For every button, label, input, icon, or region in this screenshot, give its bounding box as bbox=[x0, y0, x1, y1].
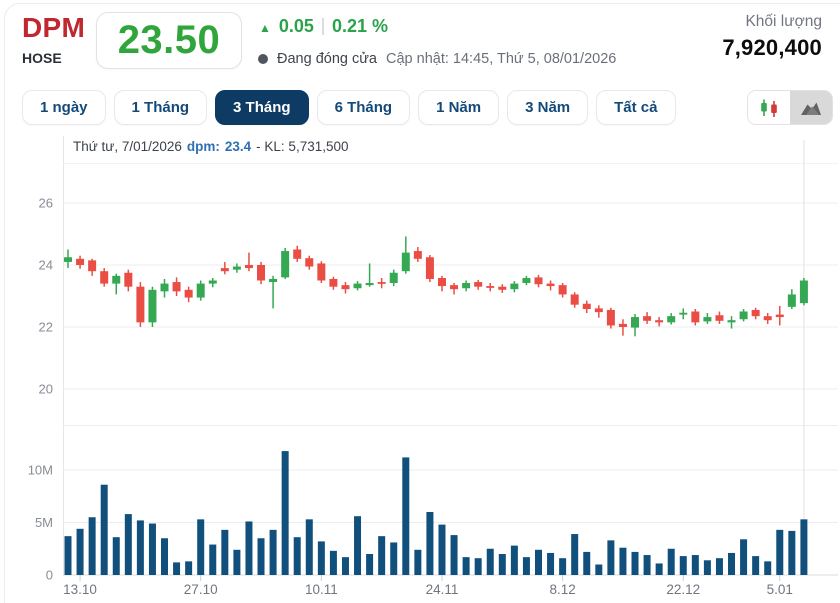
range-button-1y[interactable]: 1 Năm bbox=[418, 90, 500, 125]
svg-text:22: 22 bbox=[39, 320, 53, 335]
up-arrow-icon: ▲ bbox=[259, 20, 271, 35]
change-divider bbox=[321, 18, 324, 35]
svg-text:5M: 5M bbox=[35, 515, 53, 530]
tooltip-volume: - KL: 5,731,500 bbox=[256, 139, 349, 154]
change-value: 0.05 bbox=[278, 16, 314, 36]
tooltip-price: 23.4 bbox=[224, 139, 252, 154]
svg-text:10M: 10M bbox=[28, 463, 53, 478]
range-button-1m[interactable]: 1 Tháng bbox=[113, 90, 208, 125]
svg-text:0: 0 bbox=[46, 568, 53, 583]
status-dot-icon bbox=[258, 54, 268, 64]
candlesticks bbox=[64, 236, 808, 337]
svg-text:20: 20 bbox=[39, 382, 53, 397]
area-chart-icon bbox=[801, 102, 821, 115]
svg-text:8.12: 8.12 bbox=[549, 582, 575, 597]
svg-text:22.12: 22.12 bbox=[666, 582, 700, 597]
candlestick-toggle-button[interactable] bbox=[748, 91, 790, 124]
svg-text:26: 26 bbox=[39, 196, 53, 211]
tooltip-date: Thứ tư, 7/01/2026 bbox=[73, 139, 182, 154]
change-percent: 0.21 % bbox=[331, 16, 388, 36]
area-toggle-button[interactable] bbox=[790, 91, 832, 124]
axis-labels: 26 24 22 20 0 5M 10M 13.10 27.10 10.11 24.11 8.12 22… bbox=[28, 196, 793, 598]
last-price-box: 23.50 bbox=[96, 12, 242, 69]
tooltip-symbol: dpm: bbox=[186, 139, 220, 154]
last-updated: Cập nhật: 14:45, Thứ 5, 08/01/2026 bbox=[386, 51, 617, 67]
range-button-all[interactable]: Tất cả bbox=[596, 90, 676, 125]
svg-text:27.10: 27.10 bbox=[184, 582, 218, 597]
range-button-1d[interactable]: 1 ngày bbox=[22, 90, 106, 125]
volume-label: Khối lượng bbox=[745, 13, 822, 30]
market-status-row: Đang đóng cửa Cập nhật: 14:45, Thứ 5, 08… bbox=[258, 51, 616, 67]
svg-text:24: 24 bbox=[39, 258, 53, 273]
svg-text:10.11: 10.11 bbox=[305, 582, 338, 597]
svg-text:24.11: 24.11 bbox=[426, 582, 459, 597]
svg-text:5.01: 5.01 bbox=[767, 582, 793, 597]
last-price: 23.50 bbox=[117, 18, 221, 62]
ticker-symbol: DPM bbox=[22, 12, 86, 43]
svg-text:13.10: 13.10 bbox=[63, 582, 97, 597]
chart-grid bbox=[63, 136, 838, 576]
crosshair-tooltip: Thứ tư, 7/01/2026 dpm: 23.4 - KL: 5,731,… bbox=[73, 139, 349, 154]
volume-value: 7,920,400 bbox=[722, 35, 822, 60]
range-button-3y[interactable]: 3 Năm bbox=[507, 90, 589, 125]
range-button-3m[interactable]: 3 Tháng bbox=[215, 90, 309, 125]
range-selector: 1 ngày 1 Tháng 3 Tháng 6 Tháng 1 Năm 3 N… bbox=[22, 90, 676, 125]
candlestick-chart-icon bbox=[760, 99, 777, 117]
price-change-row: ▲ 0.05 0.21 % bbox=[259, 16, 388, 37]
exchange-label: HOSE bbox=[22, 50, 62, 66]
volume-bars bbox=[64, 451, 808, 575]
chart-type-toggle bbox=[747, 90, 833, 125]
range-button-6m[interactable]: 6 Tháng bbox=[316, 90, 411, 125]
market-status: Đang đóng cửa bbox=[277, 51, 377, 67]
